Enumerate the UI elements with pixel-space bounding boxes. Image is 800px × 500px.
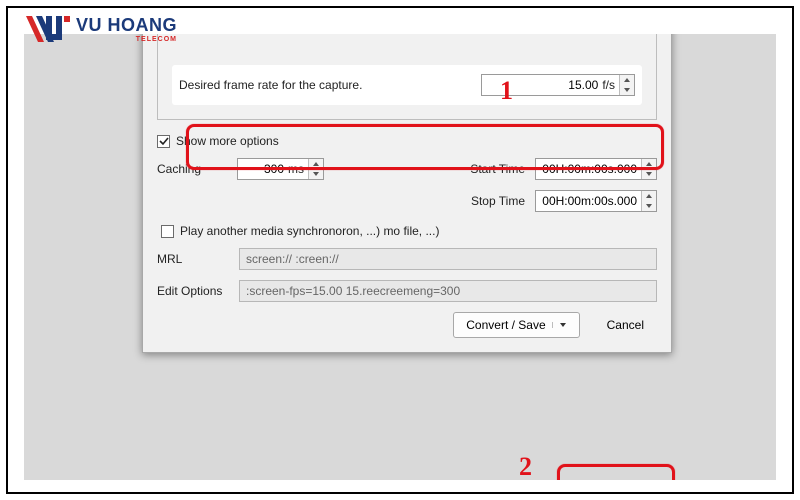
- framerate-step-down[interactable]: [620, 85, 634, 95]
- open-media-dialog: Options Desired frame rate for the captu…: [142, 34, 672, 353]
- options-fieldset: Options Desired frame rate for the captu…: [157, 34, 657, 120]
- highlight-box-2: [557, 464, 675, 480]
- show-more-options-checkbox[interactable]: [157, 135, 170, 148]
- annotation-marker-1: 1: [500, 76, 513, 106]
- dialog-footer: Convert / Save Cancel: [157, 312, 657, 338]
- cancel-label: Cancel: [607, 318, 644, 332]
- framerate-label: Desired frame rate for the capture.: [179, 78, 362, 92]
- edit-options-value: :screen-fps=15.00 15.reecreemeng=300: [239, 280, 657, 302]
- stop-time-step-down[interactable]: [642, 201, 656, 211]
- logo-sub-text: TELECOM: [136, 36, 177, 43]
- convert-save-label: Convert / Save: [466, 318, 545, 332]
- annotation-marker-2: 2: [519, 452, 532, 480]
- stop-time-field: Stop Time: [416, 190, 657, 212]
- edit-options-row: Edit Options :screen-fps=15.00 15.reecre…: [157, 280, 657, 302]
- sync-media-row[interactable]: Play another media synchronoron, ...) mo…: [161, 224, 657, 238]
- framerate-unit: f/s: [602, 75, 619, 95]
- highlight-box-1: [186, 124, 664, 170]
- start-time-step-down[interactable]: [642, 169, 656, 179]
- framerate-step-up[interactable]: [620, 75, 634, 85]
- mrl-value: screen:// :creen://: [239, 248, 657, 270]
- chevron-down-icon: [552, 322, 567, 328]
- convert-save-button[interactable]: Convert / Save: [453, 312, 579, 338]
- framerate-row: Desired frame rate for the capture. f/s: [172, 65, 642, 105]
- cancel-button[interactable]: Cancel: [594, 312, 657, 338]
- stop-time-label: Stop Time: [471, 194, 525, 208]
- sync-media-checkbox[interactable]: [161, 225, 174, 238]
- logo-main-text: VU HOANG: [76, 16, 177, 34]
- screenshot-background: 1 2 Options Desired frame rate for the c…: [24, 34, 776, 480]
- mrl-row: MRL screen:// :creen://: [157, 248, 657, 270]
- mrl-label: MRL: [157, 252, 227, 266]
- edit-options-label: Edit Options: [157, 284, 227, 298]
- stop-time-spinner[interactable]: [535, 190, 657, 212]
- stop-time-step-up[interactable]: [642, 191, 656, 201]
- sync-media-label: Play another media synchronoron, ...) mo…: [180, 224, 439, 238]
- logo-mark-icon: [24, 14, 72, 44]
- caching-step-down[interactable]: [309, 169, 323, 179]
- brand-logo: VU HOANG TELECOM: [24, 14, 177, 44]
- stop-time-input[interactable]: [536, 191, 641, 211]
